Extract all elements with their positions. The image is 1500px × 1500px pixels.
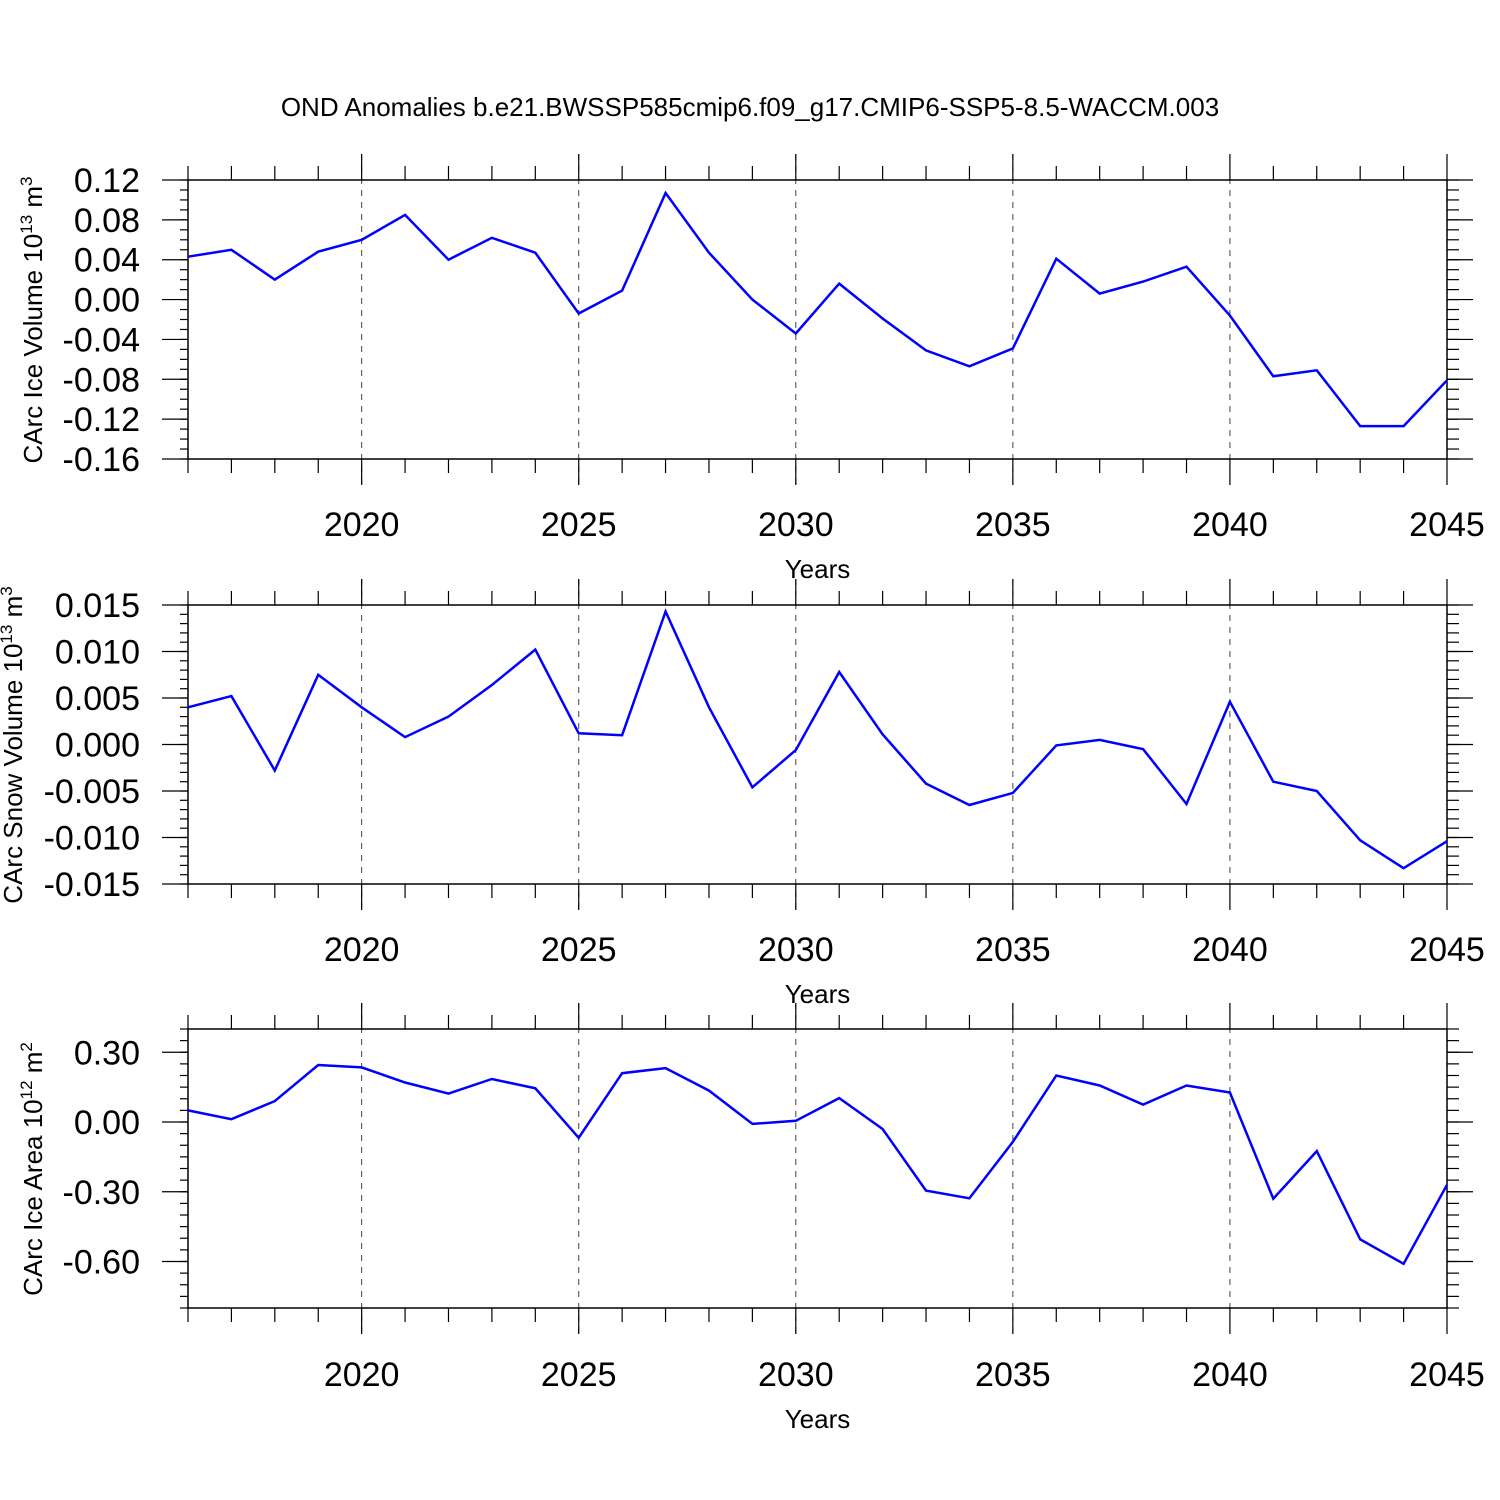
plot-frame [187,1028,1448,1309]
plot-frame [187,179,1448,460]
x-tick-label: 2035 [975,506,1051,544]
x-axis-label: Years [785,1404,851,1434]
x-tick-label: 2025 [541,506,617,544]
x-tick-label: 2030 [758,931,834,969]
y-tick-label: -0.16 [63,441,141,479]
y-tick-label: -0.30 [63,1174,141,1212]
x-tick-label: 2040 [1192,506,1268,544]
series-line [187,1063,1449,1266]
x-axis-label: Years [785,979,851,1009]
x-tick-label: 2045 [1409,1356,1485,1394]
y-tick-label: -0.015 [44,866,140,904]
x-tick-label: 2040 [1192,1356,1268,1394]
panels: 0.120.080.040.00-0.04-0.08-0.12-0.162020… [0,154,1485,1434]
y-tick-label: -0.04 [63,321,141,359]
y-tick-label: -0.60 [63,1244,141,1282]
y-tick-label: 0.30 [74,1034,140,1072]
x-tick-label: 2040 [1192,931,1268,969]
y-tick-label: 0.00 [74,1104,140,1142]
series-line [187,190,1448,428]
y-tick-label: 0.08 [74,202,140,240]
x-tick-label: 2030 [758,1356,834,1394]
y-tick-label: 0.015 [55,587,140,625]
plot-frame [187,604,1448,885]
y-tick-label: 0.12 [74,162,140,200]
x-tick-label: 2035 [975,931,1051,969]
x-axis-label: Years [785,554,851,584]
x-tick-label: 2045 [1409,506,1485,544]
x-tick-label: 2025 [541,931,617,969]
x-tick-label: 2025 [541,1356,617,1394]
y-axis-label: CArc Ice Area 1012 m2 [17,1042,48,1296]
y-axis-label: CArc Snow Volume 1013 m3 [0,586,28,903]
y-tick-label: 0.010 [55,634,140,672]
panel-3: 0.30 0.00 -0.30 -0.60 2020 2025 2030 2035 2040 20… [17,1003,1485,1434]
y-tick-label: -0.005 [44,773,140,811]
x-tick-label: 2020 [324,1356,400,1394]
y-tick-label: 0.005 [55,680,140,718]
y-tick-label: -0.010 [44,820,140,858]
y-tick-label: 0.000 [55,727,140,765]
series-line [187,608,1448,870]
panel-2: 0.015 0.010 0.005 0.000 -0.005 -0.010 -0.015 20… [0,579,1485,1009]
y-tick-label: -0.08 [63,361,141,399]
x-tick-label: 2035 [975,1356,1051,1394]
y-tick-label: 0.04 [74,242,140,280]
x-tick-label: 2020 [324,931,400,969]
figure-title: OND Anomalies b.e21.BWSSP585cmip6.f09_g1… [281,92,1219,122]
x-tick-label: 2020 [324,506,400,544]
y-axis-label: CArc Ice Volume 1013 m3 [17,176,48,463]
y-tick-label: -0.12 [63,401,141,439]
y-tick-label: 0.00 [74,282,140,320]
panel-1: 0.120.080.040.00-0.04-0.08-0.12-0.16 2020… [17,154,1485,584]
x-tick-label: 2045 [1409,931,1485,969]
x-tick-label: 2030 [758,506,834,544]
